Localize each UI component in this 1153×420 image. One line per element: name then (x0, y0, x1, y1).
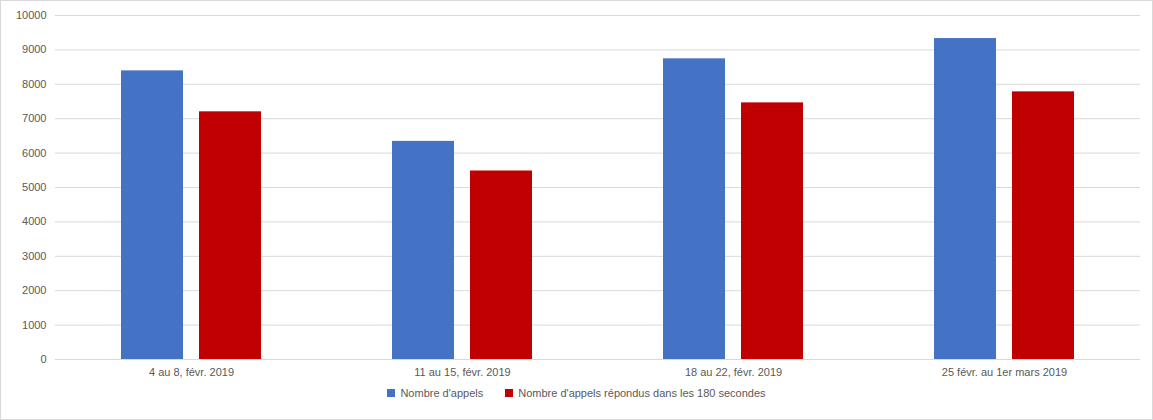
svg-text:5000: 5000 (22, 181, 46, 193)
svg-text:3000: 3000 (22, 250, 46, 262)
svg-text:25 févr. au 1er mars 2019: 25 févr. au 1er mars 2019 (942, 366, 1067, 378)
svg-text:8000: 8000 (22, 78, 46, 90)
svg-text:18 au 22, févr. 2019: 18 au 22, févr. 2019 (685, 366, 782, 378)
svg-text:0: 0 (40, 353, 46, 365)
html-text:Nombre d'appels répondus dans: Nombre d'appels répondus dans les 180 se… (518, 387, 766, 399)
svg-text:4000: 4000 (22, 215, 46, 227)
html-text:Nombre d'appels: Nombre d'appels (400, 387, 484, 399)
svg-text:6000: 6000 (22, 147, 46, 159)
svg-text:9000: 9000 (22, 43, 46, 55)
svg-text:11 au 15, févr. 2019: 11 au 15, févr. 2019 (414, 366, 510, 378)
svg-text:7000: 7000 (22, 112, 46, 124)
svg-text:1000: 1000 (22, 319, 46, 331)
svg-text:2000: 2000 (22, 284, 46, 296)
svg-text:10000: 10000 (16, 9, 47, 21)
svg-text:4 au 8, févr. 2019: 4 au 8, févr. 2019 (149, 366, 234, 378)
